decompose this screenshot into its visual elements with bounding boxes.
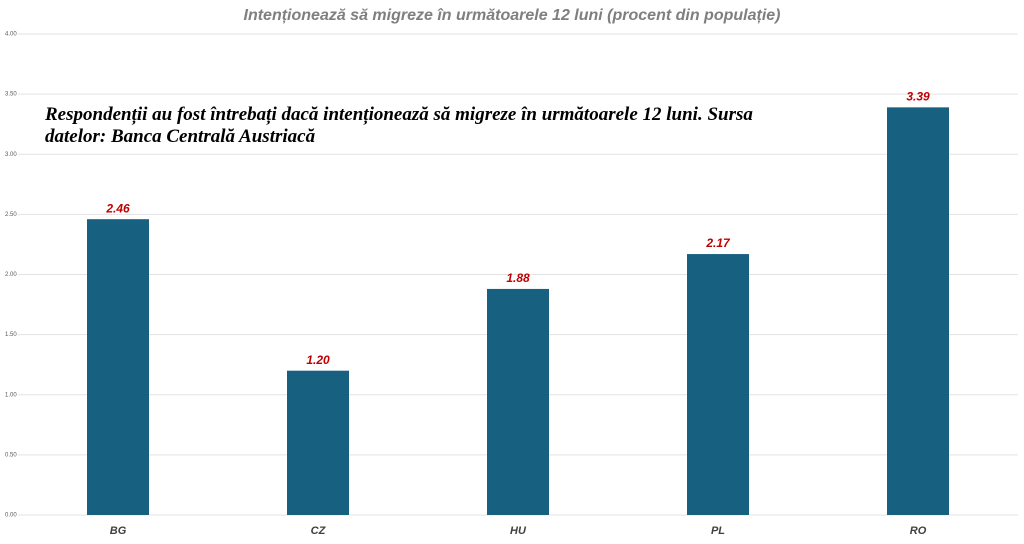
value-label: 2.17 (705, 236, 731, 250)
y-tick-label: 2.00 (5, 272, 17, 278)
annotation: Respondenții au fost întrebați dacă inte… (45, 104, 753, 147)
x-tick-label: CZ (311, 525, 327, 537)
value-label: 1.88 (506, 271, 530, 285)
chart-title: Intenționează să migreze în următoarele … (244, 7, 781, 24)
y-tick-label: 1.00 (5, 392, 17, 398)
y-tick-label: 1.50 (5, 332, 17, 338)
value-label: 1.20 (306, 353, 330, 367)
bar (287, 370, 349, 515)
bar (87, 219, 149, 515)
y-tick-label: 4.00 (5, 32, 17, 38)
x-tick-label: PL (711, 525, 725, 537)
value-label: 2.46 (105, 201, 130, 215)
y-tick-label: 3.00 (5, 152, 17, 158)
y-tick-label: 3.50 (5, 92, 17, 98)
y-tick-label: 0.50 (5, 452, 17, 458)
y-tick-label: 0.00 (5, 513, 17, 519)
bar (687, 254, 749, 515)
bar (887, 107, 949, 515)
value-label: 3.39 (906, 90, 930, 104)
x-tick-label: HU (510, 525, 527, 537)
y-tick-label: 2.50 (5, 212, 17, 218)
x-tick-label: RO (910, 525, 927, 537)
x-tick-label: BG (110, 525, 127, 537)
bar (487, 288, 549, 515)
